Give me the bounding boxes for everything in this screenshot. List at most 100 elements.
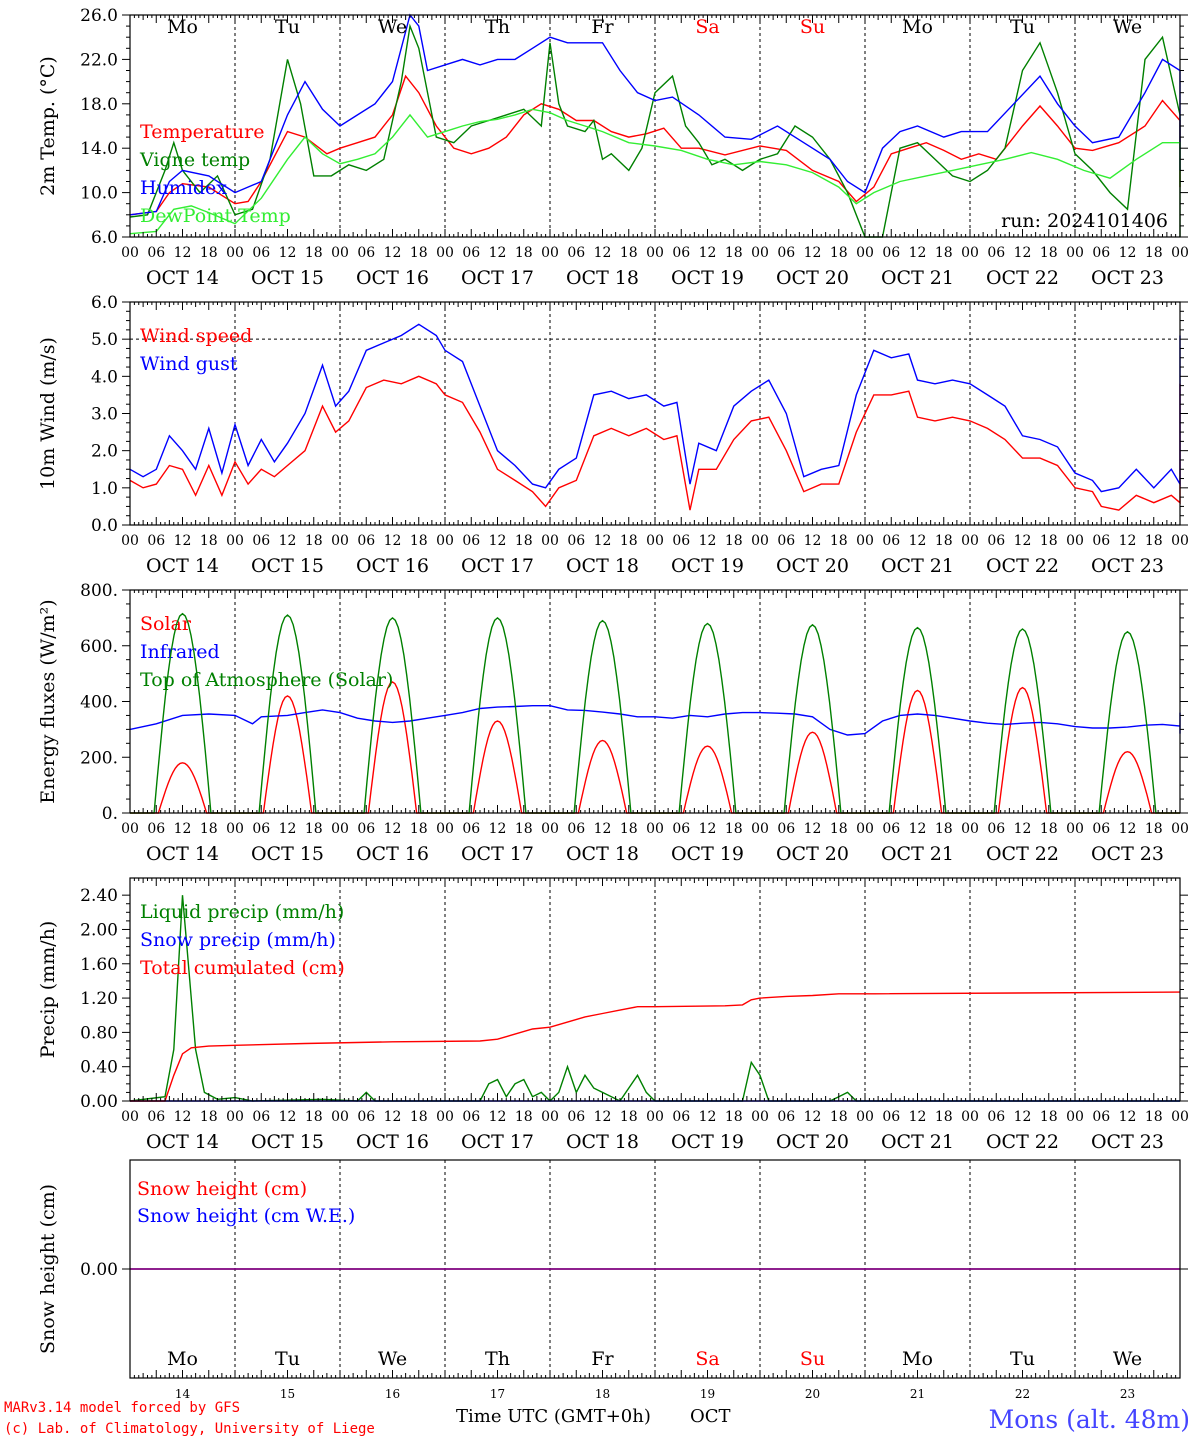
hour-label: 18 (1040, 245, 1058, 261)
hour-label: 00 (226, 1109, 244, 1125)
date-label: OCT 19 (671, 555, 744, 577)
legend-entry: Humidex (140, 177, 227, 199)
hour-label: 00 (1066, 245, 1084, 261)
date-label: OCT 18 (566, 267, 639, 289)
plot-frame (129, 301, 1181, 526)
legend-entry: DewPoint Temp (140, 205, 291, 227)
day-number: 20 (805, 1387, 820, 1401)
hour-label: 06 (1092, 245, 1110, 261)
day-number: 23 (1120, 1387, 1135, 1401)
hour-label: 06 (252, 245, 270, 261)
day-name: We (1113, 1348, 1142, 1370)
date-label: OCT 20 (776, 1131, 849, 1153)
day-name: Th (485, 1348, 510, 1370)
series-line-2 (130, 991, 1181, 1102)
hour-label: 18 (410, 533, 428, 549)
date-label: OCT 21 (881, 555, 954, 577)
hour-label: 00 (541, 821, 559, 837)
hour-label: 18 (200, 245, 218, 261)
date-label: OCT 17 (461, 843, 534, 865)
time-axis-label: Time UTC (GMT+0h) (456, 1406, 651, 1427)
hour-label: 12 (174, 1109, 192, 1125)
panel-precip: Liquid precip (mm/h) Snow precip (mm/h) To… (37, 877, 1189, 1153)
date-label: OCT 19 (671, 843, 744, 865)
series-line-0 (129, 895, 1180, 1102)
day-name: Sa (695, 16, 719, 38)
date-label: OCT 21 (881, 843, 954, 865)
hour-label: 12 (699, 1109, 717, 1125)
day-number: 14 (175, 1387, 191, 1401)
hour-label: 12 (174, 245, 192, 261)
hour-label: 00 (121, 533, 139, 549)
panel-energy: Solar Infrared Top of Atmosphere (Solar) 0.… (37, 581, 1189, 865)
hour-label: 00 (1171, 1109, 1189, 1125)
date-label: OCT 23 (1091, 267, 1164, 289)
day-name: Mo (167, 1348, 198, 1370)
hour-label: 18 (200, 533, 218, 549)
hour-label: 18 (305, 533, 323, 549)
y-tick-label: 1.0 (91, 479, 118, 499)
hour-label: 18 (1145, 1109, 1163, 1125)
hour-label: 00 (646, 1109, 664, 1125)
hour-label: 12 (699, 821, 717, 837)
hour-label: 06 (987, 1109, 1005, 1125)
date-label: OCT 14 (146, 555, 219, 577)
date-label: OCT 22 (986, 267, 1059, 289)
date-label: OCT 16 (356, 843, 429, 865)
panels: Temperature Vigne temp Humidex DewPoint Tem… (37, 6, 1189, 1401)
hour-label: 06 (462, 1109, 480, 1125)
hour-label: 06 (777, 533, 795, 549)
hour-label: 00 (646, 245, 664, 261)
day-name: Tu (275, 1348, 300, 1370)
date-label: OCT 17 (461, 1131, 534, 1153)
day-name: Mo (902, 1348, 933, 1370)
y-axis-label: Energy fluxes (W/m²) (37, 599, 59, 803)
hour-label: 00 (751, 1109, 769, 1125)
hour-label: 06 (147, 533, 165, 549)
day-name: We (1113, 16, 1142, 38)
y-tick-label: 6.0 (91, 228, 118, 248)
legend-entry: Infrared (140, 641, 220, 663)
hour-label: 00 (646, 533, 664, 549)
hour-label: 18 (1040, 821, 1058, 837)
hour-label: 00 (751, 821, 769, 837)
hour-label: 18 (620, 245, 638, 261)
hour-label: 06 (357, 821, 375, 837)
y-tick-label: 0.80 (80, 1023, 118, 1043)
hour-label: 06 (1092, 1109, 1110, 1125)
hour-label: 18 (935, 1109, 953, 1125)
hour-label: 18 (620, 1109, 638, 1125)
y-tick-label: 2.0 (91, 442, 118, 462)
hour-label: 18 (410, 1109, 428, 1125)
y-tick-label: 0.0 (91, 516, 118, 536)
hour-label: 00 (331, 245, 349, 261)
hour-label: 06 (777, 1109, 795, 1125)
y-axis-label: Snow height (cm) (37, 1184, 59, 1354)
hour-label: 00 (226, 245, 244, 261)
hour-label: 00 (436, 1109, 454, 1125)
hour-label: 00 (961, 533, 979, 549)
series-line-2 (129, 13, 1181, 216)
day-name: Fr (591, 16, 614, 38)
hour-label: 18 (830, 1109, 848, 1125)
day-name: Sa (695, 1348, 719, 1370)
hour-label: 12 (384, 245, 402, 261)
hour-label: 12 (594, 821, 612, 837)
y-tick-label: 5.0 (91, 330, 118, 350)
hour-label: 06 (672, 245, 690, 261)
y-tick-label: 400. (80, 693, 118, 713)
date-label: OCT 14 (146, 843, 219, 865)
date-label: OCT 19 (671, 1131, 744, 1153)
day-name: Th (485, 16, 510, 38)
legend-entry: Solar (140, 613, 192, 635)
hour-label: 00 (646, 821, 664, 837)
hour-label: 06 (147, 821, 165, 837)
hour-label: 06 (462, 245, 480, 261)
day-number: 15 (280, 1387, 295, 1401)
y-tick-label: 0.40 (80, 1058, 118, 1078)
hour-label: 00 (751, 245, 769, 261)
hour-label: 12 (489, 533, 507, 549)
hour-label: 06 (882, 245, 900, 261)
hour-label: 06 (147, 1109, 165, 1125)
hour-label: 12 (594, 533, 612, 549)
